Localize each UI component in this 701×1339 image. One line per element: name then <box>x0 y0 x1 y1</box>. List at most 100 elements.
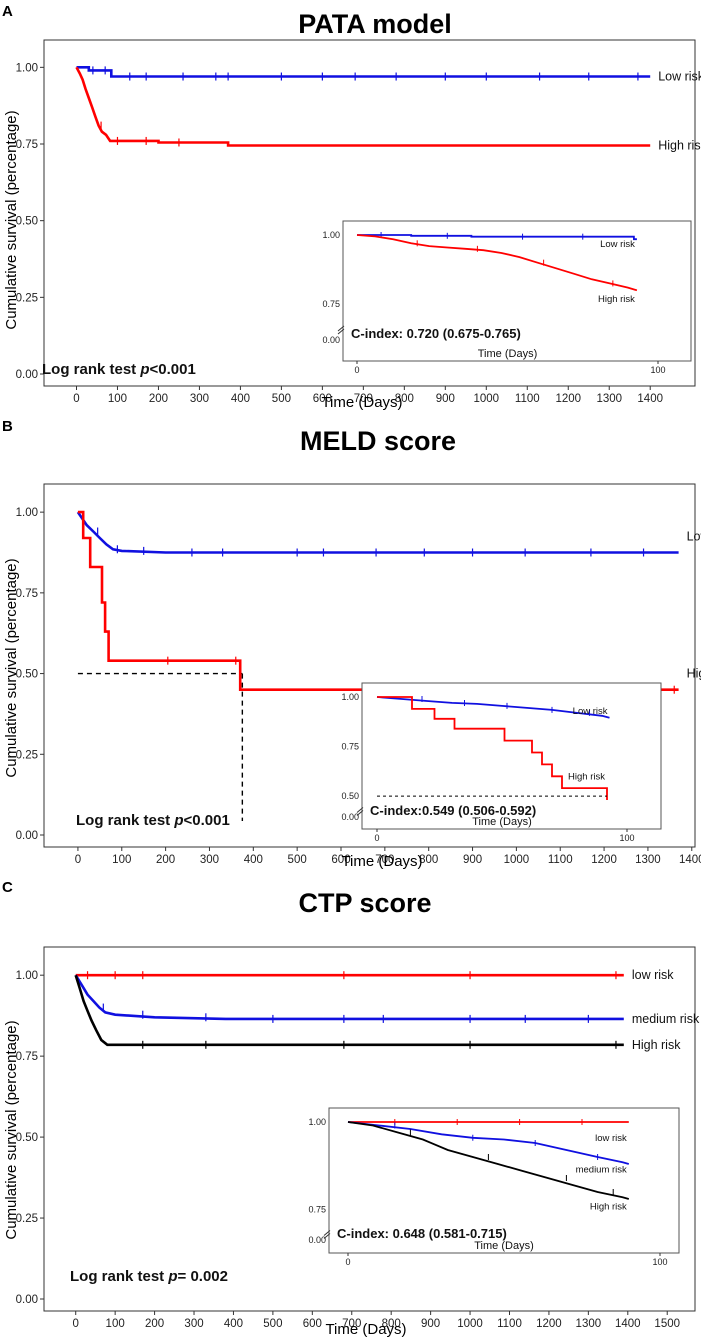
plot-frame <box>43 483 696 848</box>
inset-x-tick-label: 100 <box>619 833 634 843</box>
x-tick-label: 700 <box>354 393 373 405</box>
x-tick-label: 1000 <box>504 854 530 866</box>
y-tick-label: 0.25 <box>16 292 38 304</box>
inset-c: 0.00 0.75 1.00 0 100 Time (Days) low risk mediu… <box>308 1107 680 1267</box>
plot-c: 0.00 0.25 0.50 0.75 1.00 0 100 200 300 400 500 600 7… <box>16 946 700 1330</box>
inset-b: 0.00 0.50 0.75 1.00 0 100 Time (Days) Low risk H… <box>341 682 662 843</box>
x-tick-label: 400 <box>231 393 250 405</box>
panel-c: C CTP score 0.00 0.25 0.50 0.75 1.00 0 100 200 3… <box>2 879 700 1338</box>
axis-break-mark <box>356 807 364 813</box>
x-tick-label: 200 <box>149 393 168 405</box>
x-tick-label: 600 <box>331 854 350 866</box>
panel-a: A PATA model 0.00 0.25 0.50 0.75 1.00 0 100 200… <box>2 3 701 411</box>
x-tick-label: 900 <box>436 393 455 405</box>
inset-x-tick-label: 100 <box>652 1257 667 1267</box>
plot-frame <box>43 946 696 1312</box>
log-rank-annotation: Log rank test p= 0.002 <box>70 1268 228 1285</box>
axis-break-mark <box>337 325 345 332</box>
x-axis-title: Time (Days) <box>325 1321 406 1338</box>
x-axis-title: Time (Days) <box>321 394 402 411</box>
x-tick-label: 800 <box>395 393 414 405</box>
inset-series-label-high-risk: High risk <box>568 771 605 782</box>
inset-x-axis-title: Time (Days) <box>472 816 531 828</box>
inset-y-tick-label: 0.50 <box>341 791 359 801</box>
x-tick-label: 700 <box>342 1318 361 1330</box>
x-tick-label: 100 <box>108 393 127 405</box>
y-tick-label: 1.00 <box>16 970 38 982</box>
series-line-high-risk <box>77 510 679 691</box>
x-tick-label: 400 <box>224 1318 243 1330</box>
series-line-low-risk <box>76 511 679 554</box>
x-axis-title: Time (Days) <box>341 853 422 870</box>
series-line-low-risk <box>76 66 651 78</box>
x-tick-label: 200 <box>145 1318 164 1330</box>
series-line-high-risk <box>74 974 624 1047</box>
x-tick-label: 0 <box>73 393 79 405</box>
x-tick-label: 1100 <box>548 854 573 866</box>
panel-letter: B <box>2 418 13 435</box>
x-tick-label: 1000 <box>473 393 499 405</box>
x-tick-label: 1000 <box>457 1318 483 1330</box>
annotation-p: p <box>167 1268 177 1285</box>
c-index-label: C-index: 0.648 (0.581-0.715) <box>337 1226 507 1241</box>
inset-y-tick-label: 0.00 <box>308 1235 326 1245</box>
x-tick-label: 0 <box>75 854 81 866</box>
inset-series-line-high-risk <box>347 1121 630 1200</box>
log-rank-annotation: Log rank test p<0.001 <box>42 361 196 378</box>
axis-break-mark <box>323 1233 331 1239</box>
inset-series-label-high-risk: High risk <box>598 294 635 305</box>
x-tick-label: 400 <box>244 854 263 866</box>
x-tick-label: 1300 <box>576 1318 602 1330</box>
y-tick-label: 0.00 <box>16 369 38 381</box>
axis-break-mark <box>323 1230 331 1236</box>
panel-letter: C <box>2 879 13 896</box>
x-tick-label: 900 <box>421 1318 440 1330</box>
log-rank-annotation: Log rank test p<0.001 <box>76 812 230 829</box>
x-tick-label: 1400 <box>615 1318 641 1330</box>
annotation-text: Log rank test <box>42 361 140 378</box>
annotation-value: <0.001 <box>184 812 230 829</box>
y-tick-label: 0.50 <box>16 216 38 228</box>
y-tick-label: 0.25 <box>16 1213 38 1225</box>
annotation-value: = 0.002 <box>178 1268 228 1285</box>
series-label-low-risk: low risk <box>632 968 674 982</box>
y-tick-label: 0.75 <box>16 139 38 151</box>
x-tick-label: 1500 <box>654 1318 680 1330</box>
y-tick-label: 0.00 <box>16 830 38 842</box>
inset-x-axis-title: Time (Days) <box>474 1240 533 1252</box>
c-index-label: C-index: 0.720 (0.675-0.765) <box>351 326 521 341</box>
annotation-text: Log rank test <box>76 812 174 829</box>
inset-x-tick-label: 100 <box>650 365 665 375</box>
y-tick-label: 0.75 <box>16 1051 38 1063</box>
series-label-high-risk: High risk <box>632 1038 681 1052</box>
plot-a: 0.00 0.25 0.50 0.75 1.00 0 100 200 300 400 500 600 7… <box>16 39 701 405</box>
x-tick-label: 500 <box>263 1318 282 1330</box>
inset-series-line-low-risk <box>376 696 610 719</box>
y-tick-label: 0.50 <box>16 1132 38 1144</box>
annotation-text: Log rank test <box>70 1268 168 1285</box>
annotation-p: p <box>139 361 149 378</box>
inset-series-line-low-risk <box>357 234 637 241</box>
inset-series-label-high-risk: High risk <box>590 1202 627 1213</box>
series-label-low-risk: Low risk <box>658 70 701 84</box>
series-line-medium-risk <box>74 974 624 1021</box>
inset-series-label-medium-risk: medium risk <box>576 1164 627 1175</box>
series-label-high-risk: High risk <box>658 139 701 153</box>
inset-y-tick-label: 0.75 <box>308 1205 326 1215</box>
x-tick-label: 300 <box>200 854 219 866</box>
series-label-low-risk: Low risk <box>687 529 701 543</box>
x-tick-label: 600 <box>303 1318 322 1330</box>
y-tick-label: 1.00 <box>16 507 38 519</box>
inset-frame <box>328 1107 680 1254</box>
y-axis-title: Cumulative survival (percentage) <box>3 110 20 329</box>
inset-x-axis-title: Time (Days) <box>478 348 537 360</box>
y-tick-label: 0.00 <box>16 1294 38 1306</box>
x-tick-label: 0 <box>73 1318 79 1330</box>
inset-y-tick-label: 1.00 <box>322 230 340 240</box>
x-tick-label: 1200 <box>591 854 617 866</box>
plot-b: 0.00 0.25 0.50 0.75 1.00 0 100 200 300 400 500 600 7… <box>16 483 701 866</box>
chart-title: PATA model <box>298 9 452 39</box>
x-tick-label: 1200 <box>555 393 581 405</box>
x-tick-label: 1200 <box>536 1318 562 1330</box>
inset-y-tick-label: 1.00 <box>341 692 359 702</box>
